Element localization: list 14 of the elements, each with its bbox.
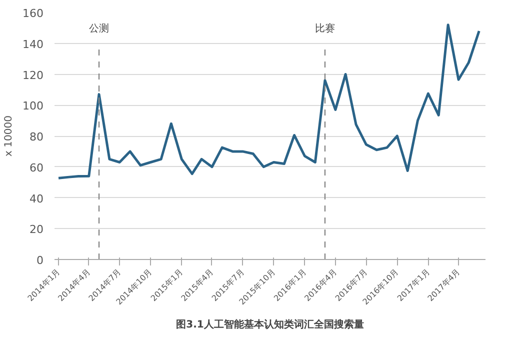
y-tick-label: 140: [22, 38, 44, 51]
line-series: [57, 24, 480, 180]
y-tick-label: 20: [30, 223, 44, 236]
ref-line-label: 比赛: [314, 22, 335, 35]
y-tick-label: 0: [36, 254, 44, 267]
y-tick-label: 40: [30, 192, 44, 206]
y-tick-label: 160: [22, 7, 44, 20]
y-tick-label: 80: [30, 130, 44, 144]
y-tick-label: 60: [30, 161, 44, 174]
y-tick-label: 100: [22, 100, 44, 113]
y-tick-label: 120: [22, 68, 44, 82]
text: 图3.1人工智能基本认知类词汇全国搜索量: [176, 318, 364, 330]
y-axis-title: x 10000: [4, 116, 15, 156]
ref-line-label: 公测: [89, 22, 110, 35]
